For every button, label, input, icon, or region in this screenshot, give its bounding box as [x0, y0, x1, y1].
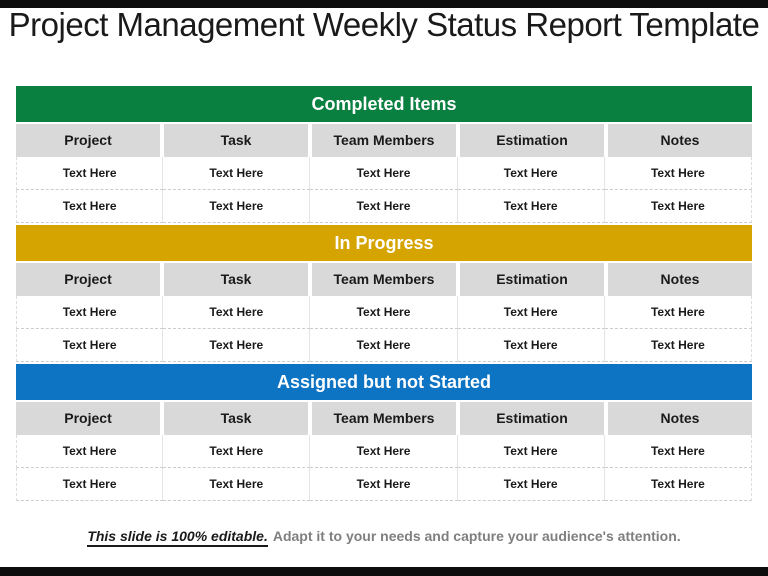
column-header-row: Project Task Team Members Estimation Notes	[16, 402, 752, 435]
table-row: Text Here Text Here Text Here Text Here Text…	[16, 296, 752, 329]
column-header-estimation: Estimation	[460, 124, 604, 157]
table-cell: Text Here	[457, 296, 605, 329]
column-header-team-members: Team Members	[312, 124, 456, 157]
column-header-project: Project	[16, 124, 160, 157]
table-row: Text Here Text Here Text Here Text Here Text…	[16, 190, 752, 223]
table-cell: Text Here	[16, 435, 164, 468]
table-cell: Text Here	[604, 435, 752, 468]
section-completed-items: Completed Items Project Task Team Members Es…	[16, 86, 752, 223]
table-row: Text Here Text Here Text Here Text Here Text…	[16, 468, 752, 501]
table-cell: Text Here	[16, 468, 164, 501]
table-cell: Text Here	[16, 157, 164, 190]
table-cell: Text Here	[16, 329, 164, 362]
table-cell: Text Here	[457, 468, 605, 501]
column-header-project: Project	[16, 402, 160, 435]
section-header-assigned-but-not-started: Assigned but not Started	[16, 364, 752, 400]
footer-highlight: This slide is 100% editable.	[87, 528, 268, 547]
table-cell: Text Here	[604, 468, 752, 501]
table-cell: Text Here	[310, 157, 458, 190]
bottom-border-bar	[0, 567, 768, 576]
section-header-in-progress: In Progress	[16, 225, 752, 261]
top-border-bar	[0, 0, 768, 8]
table-cell: Text Here	[16, 296, 164, 329]
table-cell: Text Here	[163, 296, 311, 329]
footer-text: Adapt it to your needs and capture your …	[272, 528, 681, 544]
table-row: Text Here Text Here Text Here Text Here Text…	[16, 435, 752, 468]
column-header-estimation: Estimation	[460, 263, 604, 296]
table-cell: Text Here	[457, 190, 605, 223]
column-header-team-members: Team Members	[312, 402, 456, 435]
section-in-progress: In Progress Project Task Team Members Estima…	[16, 225, 752, 362]
table-cell: Text Here	[310, 329, 458, 362]
column-header-row: Project Task Team Members Estimation Notes	[16, 124, 752, 157]
table-row: Text Here Text Here Text Here Text Here Text…	[16, 329, 752, 362]
column-header-project: Project	[16, 263, 160, 296]
column-header-notes: Notes	[608, 263, 752, 296]
table-cell: Text Here	[16, 190, 164, 223]
table-cell: Text Here	[163, 157, 311, 190]
column-header-task: Task	[164, 402, 308, 435]
column-header-team-members: Team Members	[312, 263, 456, 296]
section-assigned-but-not-started: Assigned but not Started Project Task Team …	[16, 364, 752, 501]
table-cell: Text Here	[604, 157, 752, 190]
section-header-completed-items: Completed Items	[16, 86, 752, 122]
column-header-task: Task	[164, 263, 308, 296]
table-cell: Text Here	[163, 435, 311, 468]
table-cell: Text Here	[163, 468, 311, 501]
table-cell: Text Here	[310, 435, 458, 468]
table-cell: Text Here	[457, 435, 605, 468]
table-cell: Text Here	[310, 190, 458, 223]
table-cell: Text Here	[604, 329, 752, 362]
table-cell: Text Here	[457, 157, 605, 190]
column-header-notes: Notes	[608, 124, 752, 157]
table-cell: Text Here	[163, 329, 311, 362]
table-cell: Text Here	[310, 296, 458, 329]
table-cell: Text Here	[604, 296, 752, 329]
footer-note: This slide is 100% editable. Adapt it to …	[0, 528, 768, 547]
column-header-estimation: Estimation	[460, 402, 604, 435]
page-title: Project Management Weekly Status Report …	[8, 6, 760, 43]
column-header-notes: Notes	[608, 402, 752, 435]
table-row: Text Here Text Here Text Here Text Here Text…	[16, 157, 752, 190]
column-header-task: Task	[164, 124, 308, 157]
table-cell: Text Here	[604, 190, 752, 223]
table-cell: Text Here	[163, 190, 311, 223]
column-header-row: Project Task Team Members Estimation Notes	[16, 263, 752, 296]
table-cell: Text Here	[310, 468, 458, 501]
table-cell: Text Here	[457, 329, 605, 362]
status-table: Completed Items Project Task Team Members Es…	[16, 86, 752, 501]
